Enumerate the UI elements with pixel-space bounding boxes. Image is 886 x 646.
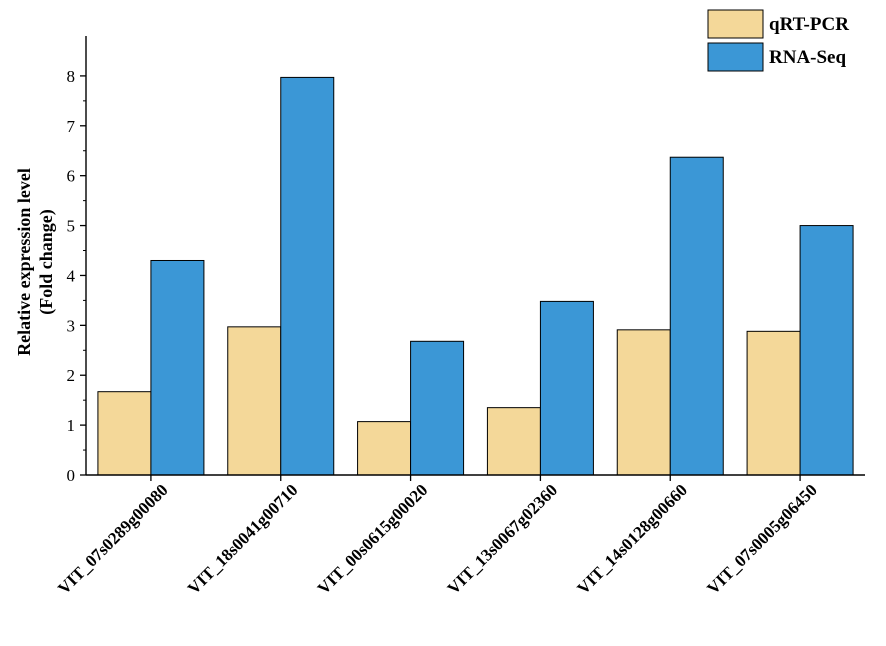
legend-label-qrt-pcr: qRT-PCR (769, 14, 849, 35)
x-tick-label: VIT_14s0128g00660 (573, 480, 691, 598)
y-tick-label: 5 (67, 217, 76, 236)
bar-qrt-pcr-4 (486, 407, 541, 476)
y-tick-label: 4 (67, 266, 76, 285)
y-tick-label: 0 (67, 466, 76, 485)
bar-rna-seq-4 (539, 300, 594, 476)
bar-qrt-pcr-1 (97, 391, 152, 476)
y-axis-title-line2: (Fold change) (36, 209, 57, 315)
bar-rna-seq-5 (669, 156, 724, 476)
legend-swatch-qrt-pcr (707, 9, 764, 39)
bar-qrt-pcr-5 (616, 329, 671, 476)
y-axis-title-line1: Relative expression level (14, 168, 34, 356)
legend: qRT-PCR RNA-Seq (707, 9, 849, 72)
legend-swatch-rna-seq (707, 42, 764, 72)
bar-qrt-pcr-2 (227, 326, 282, 476)
y-tick-label: 7 (67, 117, 76, 136)
x-tick-label: VIT_07s0289g00080 (54, 480, 172, 598)
bar-rna-seq-6 (799, 225, 854, 476)
y-tick-label: 1 (67, 416, 76, 435)
y-axis-title: Relative expression level (Fold change) (14, 168, 57, 356)
bar-rna-seq-3 (410, 340, 465, 476)
legend-label-rna-seq: RNA-Seq (769, 47, 846, 68)
bar-rna-seq-2 (280, 76, 335, 476)
bar-qrt-pcr-6 (746, 330, 801, 476)
bar-rna-seq-1 (150, 259, 205, 476)
y-tick-label: 3 (67, 316, 76, 335)
y-tick-label: 8 (67, 67, 76, 86)
y-tick-label: 6 (67, 167, 76, 186)
x-tick-label: VIT_00s0615g00020 (314, 480, 432, 598)
bars-group (97, 76, 854, 476)
x-tick-label: VIT_07s0005g06450 (703, 480, 821, 598)
x-tick-label: VIT_13s0067g02360 (444, 480, 562, 598)
bar-qrt-pcr-3 (357, 421, 412, 476)
x-tick-label: VIT_18s0041g00710 (184, 480, 302, 598)
y-tick-label: 2 (67, 366, 76, 385)
